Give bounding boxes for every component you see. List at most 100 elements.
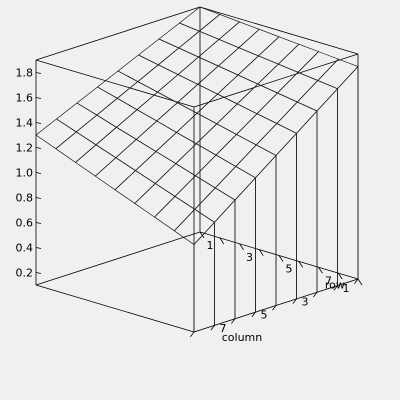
surface-cell xyxy=(197,65,239,95)
surface-cell xyxy=(215,133,257,167)
column-tick-mark xyxy=(292,298,297,304)
surface-cell xyxy=(317,58,359,90)
surface-cell xyxy=(137,38,180,66)
column-tick-mark xyxy=(333,285,338,291)
surface-cell xyxy=(117,54,159,83)
row-tick-mark xyxy=(318,267,323,274)
surface-cell xyxy=(178,30,220,58)
surface-side-cell xyxy=(337,65,359,287)
box-edge xyxy=(35,231,201,286)
z-tick-label: 0.2 xyxy=(16,267,34,280)
surface-cell xyxy=(156,102,198,133)
surface-cell xyxy=(216,103,258,135)
surface-cell xyxy=(176,83,219,114)
z-tick-label: 1.2 xyxy=(16,142,34,155)
z-tick-mark xyxy=(35,247,42,249)
row-tick-mark xyxy=(199,231,205,239)
surface-cell xyxy=(297,51,339,81)
row-axis-title: row xyxy=(325,278,345,291)
z-tick-mark xyxy=(35,172,42,174)
z-tick-label: 0.6 xyxy=(16,217,34,230)
surface-cell xyxy=(94,157,137,191)
column-tick-label: 3 xyxy=(302,295,309,308)
box-edge xyxy=(35,59,195,108)
column-axis-ticks: 1 3 5 7 xyxy=(190,278,359,338)
surface-cell xyxy=(214,165,257,201)
surface-cell xyxy=(194,154,237,189)
row-tick-mark xyxy=(298,261,304,268)
surface-cell xyxy=(74,144,117,177)
column-tick-mark xyxy=(231,318,236,324)
box-edge xyxy=(35,6,201,61)
surface-cell xyxy=(76,86,118,116)
z-tick-label: 1.8 xyxy=(16,67,34,80)
surface-cell xyxy=(134,183,176,218)
surface-cell xyxy=(153,195,196,232)
surface-cell xyxy=(195,123,238,156)
z-tick-mark xyxy=(35,197,42,199)
bounding-box xyxy=(35,6,359,333)
z-tick-mark xyxy=(35,122,42,124)
surface-cell xyxy=(175,143,217,177)
surface-mesh xyxy=(35,6,359,333)
column-tick-mark xyxy=(272,305,277,311)
z-tick-mark xyxy=(35,222,42,224)
surface-cell xyxy=(158,22,200,49)
surface-cell xyxy=(96,97,138,128)
surface-side-cell xyxy=(255,154,277,313)
box-edge xyxy=(193,53,359,108)
row-tick-label: 7 xyxy=(325,274,332,287)
surface-cell xyxy=(75,114,118,146)
surface-cell xyxy=(135,120,178,152)
row-tick-mark xyxy=(258,249,264,256)
surface-cell xyxy=(174,175,216,210)
z-tick-mark xyxy=(35,272,42,274)
column-tick-mark xyxy=(190,331,195,338)
row-tick-mark xyxy=(239,243,244,250)
surface-cell xyxy=(155,131,197,165)
row-tick-label: 3 xyxy=(246,251,253,264)
column-tick-label: 1 xyxy=(343,282,350,295)
z-tick-label: 1.0 xyxy=(16,167,34,180)
surface-cell xyxy=(235,144,277,179)
box-edge xyxy=(199,6,359,55)
surface-side-cell xyxy=(316,87,338,293)
surface-cell xyxy=(55,102,98,133)
surface-cell xyxy=(154,163,197,197)
surface-cell xyxy=(156,74,199,104)
surface-cell xyxy=(175,112,218,145)
column-axis-title: column xyxy=(222,331,263,344)
column-tick-label: 7 xyxy=(220,322,227,335)
surface-cell xyxy=(115,138,157,172)
surface-side-cell xyxy=(234,176,256,320)
surface-cell xyxy=(194,187,236,223)
surface-cell xyxy=(235,113,278,146)
row-tick-label: 5 xyxy=(286,263,293,276)
surface-cell xyxy=(134,151,177,184)
z-tick-mark xyxy=(35,97,42,99)
surface-cell xyxy=(157,47,200,76)
column-tick-mark xyxy=(313,292,318,298)
z-axis-ticks: 0.2 0.4 0.6 0.8 1.0 1.2 1.4 1.6 1.8 xyxy=(16,67,42,280)
surface-side-cell xyxy=(275,132,297,306)
z-tick-mark xyxy=(35,147,42,149)
z-tick-label: 0.4 xyxy=(16,242,34,255)
column-tick-mark xyxy=(251,311,256,318)
row-tick-mark xyxy=(278,255,284,262)
surface-cell xyxy=(55,131,97,163)
surface-cell xyxy=(115,109,158,140)
surface-cell xyxy=(177,56,219,85)
surface-side-cell xyxy=(214,199,236,326)
z-tick-label: 1.6 xyxy=(16,92,34,105)
surface-cell xyxy=(277,43,320,73)
surface-cell xyxy=(114,170,156,204)
z-tick-label: 1.4 xyxy=(16,117,34,130)
column-tick-mark xyxy=(210,325,215,331)
column-tick-mark xyxy=(354,278,359,285)
z-tick-label: 0.8 xyxy=(16,192,34,205)
surface-cell xyxy=(196,93,238,125)
z-tick-mark xyxy=(35,72,42,74)
row-tick-mark xyxy=(219,237,225,245)
row-tick-label: 1 xyxy=(207,239,214,252)
